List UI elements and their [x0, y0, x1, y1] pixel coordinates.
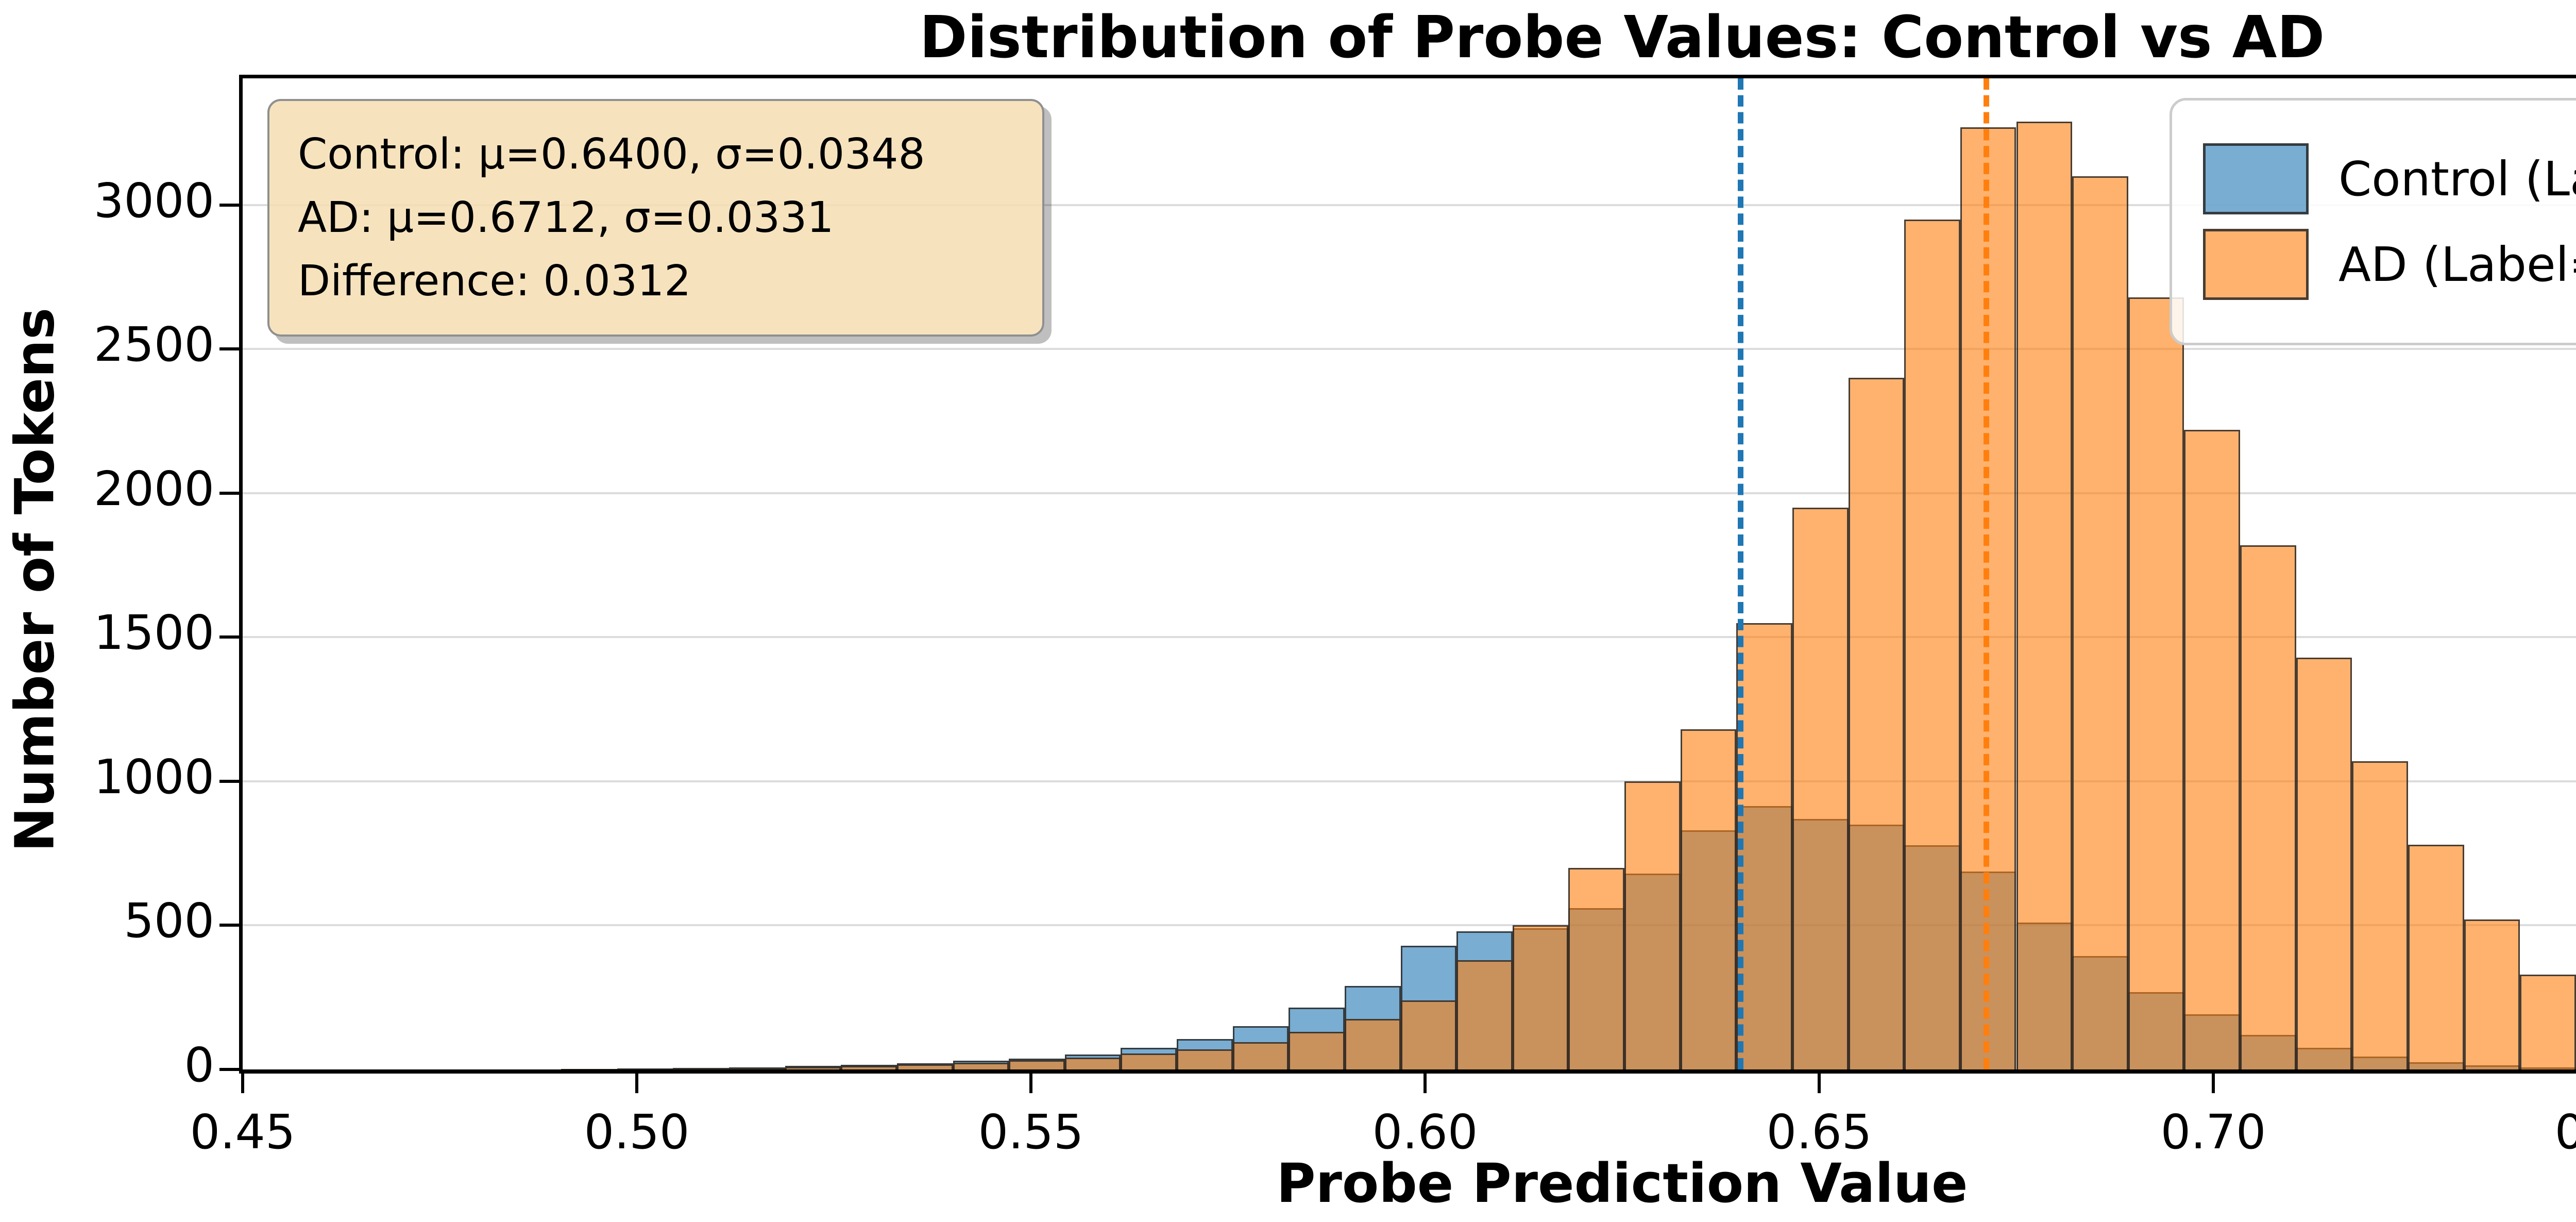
histogram-bar-ad [1289, 1032, 1345, 1069]
legend: Control (Label=0) AD (Label=1) [2170, 98, 2576, 345]
histogram-bar-ad [1848, 378, 1905, 1069]
y-tick-mark [219, 779, 239, 783]
x-tick-label: 0.75 [2554, 1104, 2576, 1160]
histogram-bar-ad [1232, 1042, 1289, 1069]
histogram-bar-ad [1904, 219, 1960, 1069]
y-tick-mark [219, 924, 239, 927]
y-tick-label: 2500 [93, 317, 214, 373]
x-tick-label: 0.60 [1372, 1104, 1478, 1160]
y-tick-label: 3000 [93, 173, 214, 228]
histogram-bar-ad [841, 1065, 897, 1069]
histogram-bar-ad [2240, 545, 2296, 1069]
top-spine [243, 75, 2576, 78]
histogram-bar-ad [1792, 507, 1849, 1069]
left-spine [239, 75, 243, 1074]
legend-label-control: Control (Label=0) [2338, 151, 2576, 207]
gridline [243, 204, 2576, 206]
histogram-bar-ad [896, 1064, 953, 1069]
y-tick-mark [219, 491, 239, 495]
histogram-bar-ad [1680, 729, 1737, 1069]
y-tick-mark [219, 635, 239, 639]
histogram-bar-ad [2464, 919, 2520, 1069]
legend-label-ad: AD (Label=1) [2338, 237, 2576, 292]
x-tick-mark [1423, 1074, 1427, 1093]
histogram-bar-ad [2520, 974, 2576, 1069]
histogram-bar-ad [1064, 1057, 1121, 1069]
histogram-bar-ad [729, 1067, 785, 1069]
histogram-bar-ad [2352, 761, 2408, 1069]
histogram-bar-ad [953, 1062, 1009, 1069]
control-swatch-icon [2203, 143, 2309, 214]
y-tick-label: 500 [124, 893, 214, 949]
y-tick-mark [219, 203, 239, 207]
x-tick-mark [241, 1074, 244, 1093]
legend-item-control: Control (Label=0) [2203, 143, 2576, 214]
x-tick-mark [635, 1074, 638, 1093]
control-mean-line [1738, 78, 1743, 1069]
histogram-bar-ad [1456, 960, 1513, 1069]
x-tick-label: 0.70 [2160, 1104, 2266, 1160]
ad-mean-line [1984, 78, 1990, 1069]
histogram-bar-ad [785, 1066, 841, 1069]
histogram-bar-ad [1568, 867, 1625, 1069]
x-tick-label: 0.45 [190, 1104, 296, 1160]
histogram-bar-ad [1736, 623, 1792, 1069]
histogram-bar-ad [2184, 429, 2240, 1069]
x-axis-spine [243, 1069, 2576, 1074]
histogram-bar-ad [2016, 121, 2073, 1069]
histogram-bar-ad [1344, 1019, 1401, 1069]
y-tick-label: 1500 [93, 605, 214, 661]
y-tick-label: 0 [184, 1037, 214, 1093]
chart-title: Distribution of Probe Values: Control vs… [919, 4, 2325, 71]
gridline [243, 780, 2576, 782]
ad-swatch-icon [2203, 229, 2309, 300]
x-axis-label: Probe Prediction Value [1276, 1152, 1968, 1215]
x-tick-label: 0.55 [978, 1104, 1084, 1160]
histogram-bar-ad [2296, 657, 2352, 1069]
x-tick-mark [2212, 1074, 2215, 1093]
stats-annotation-box: Control: μ=0.6400, σ=0.0348 AD: μ=0.6712… [267, 99, 1044, 337]
x-tick-mark [1029, 1074, 1032, 1093]
y-tick-label: 1000 [93, 749, 214, 805]
gridline [243, 348, 2576, 350]
y-tick-mark [219, 347, 239, 351]
x-tick-label: 0.50 [584, 1104, 690, 1160]
histogram-bar-ad [1009, 1060, 1065, 1069]
gridline [243, 924, 2576, 927]
histogram-bar-ad [1512, 925, 1569, 1069]
histogram-bar-ad [673, 1068, 729, 1070]
y-tick-label: 2000 [93, 461, 214, 516]
x-tick-mark [1818, 1074, 1821, 1093]
histogram-bar-ad [1400, 1000, 1457, 1069]
plot-area: 0 500 1000 1500 2000 2500 3000 0.45 0.50 0.55 0.60… [94, 75, 2576, 1160]
histogram-bar-ad [1177, 1049, 1233, 1069]
stats-line-difference: Difference: 0.0312 [298, 257, 691, 306]
histogram-bar-ad [2408, 844, 2464, 1069]
stats-line-control: Control: μ=0.6400, σ=0.0348 [298, 130, 925, 179]
histogram-bar-ad [2072, 176, 2128, 1069]
legend-item-ad: AD (Label=1) [2203, 229, 2576, 300]
histogram-bar-ad [1624, 781, 1681, 1069]
gridline [243, 492, 2576, 494]
histogram-bar-ad [2128, 297, 2184, 1069]
stats-line-ad: AD: μ=0.6712, σ=0.0331 [298, 193, 834, 242]
gridline [243, 636, 2576, 639]
histogram-bar-ad [1121, 1053, 1177, 1069]
y-tick-mark [219, 1068, 239, 1071]
x-tick-label: 0.65 [1766, 1104, 1872, 1160]
